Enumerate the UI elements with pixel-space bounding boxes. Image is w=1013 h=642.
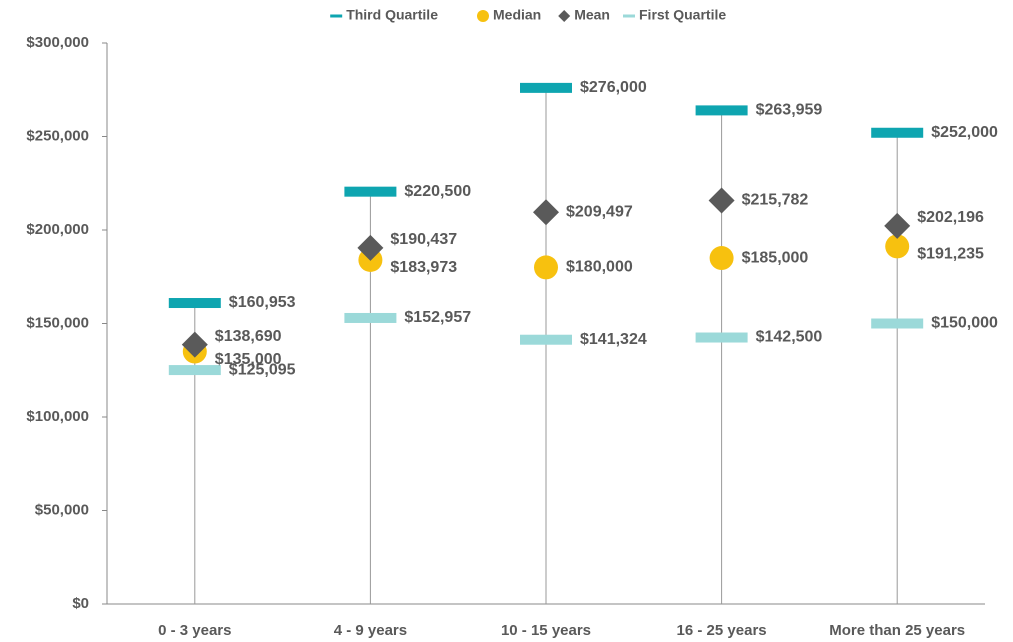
dash-marker [168,298,221,309]
data-label: $160,953 [229,294,296,311]
x-tick-label: 16 - 25 years [677,622,767,639]
y-tick-label: $150,000 [26,314,89,331]
data-label: $215,782 [742,192,809,209]
diamond-marker [181,331,208,358]
x-tick-label: 0 - 3 years [158,622,231,639]
y-tick-label: $300,000 [26,34,89,51]
data-label: $191,235 [917,246,984,263]
data-label: $135,000 [215,351,282,368]
legend-label: Mean [574,7,610,23]
data-label: $220,500 [404,183,471,200]
diamond-marker [884,212,911,239]
y-tick-label: $100,000 [26,408,89,425]
y-tick-label: $0 [72,595,89,612]
data-label: $276,000 [580,79,647,96]
y-tick-label: $200,000 [26,221,89,238]
dash-marker [344,186,397,197]
legend-symbol [330,14,343,18]
x-tick-label: 4 - 9 years [334,622,407,639]
dash-marker [168,365,221,376]
data-label: $125,095 [229,361,296,378]
diamond-marker [533,199,559,226]
circle-marker [534,255,558,280]
dash-marker [695,332,748,343]
dash-marker [520,82,572,93]
dash-marker [520,334,572,345]
data-label: $138,690 [215,328,282,345]
data-label: $142,500 [756,329,823,346]
y-tick-label: $50,000 [35,501,89,518]
dash-marker [695,105,748,116]
legend-label: First Quartile [639,7,726,23]
legend-symbol [623,14,635,18]
circle-marker [709,246,734,271]
data-label: $190,437 [390,231,457,248]
data-label: $180,000 [566,259,633,276]
data-label: $263,959 [756,102,823,119]
legend-symbol [477,10,489,22]
data-label: $252,000 [931,124,998,141]
legend-label: Third Quartile [346,7,438,23]
legend-symbol [558,10,571,22]
data-label: $209,497 [566,203,633,220]
circle-marker [885,234,910,259]
data-label: $141,324 [580,331,647,348]
x-tick-label: 10 - 15 years [501,622,591,639]
dash-marker [871,127,924,138]
legend-label: Median [493,7,541,23]
data-label: $202,196 [917,209,984,226]
x-tick-label: More than 25 years [829,622,965,639]
data-label: $183,973 [390,259,457,276]
diamond-marker [708,187,735,214]
diamond-marker [357,234,384,261]
dash-marker [344,312,397,323]
data-label: $185,000 [742,249,809,266]
data-label: $150,000 [931,315,998,332]
data-label: $152,957 [404,309,471,326]
dash-marker [871,318,924,329]
y-tick-label: $250,000 [26,127,89,144]
